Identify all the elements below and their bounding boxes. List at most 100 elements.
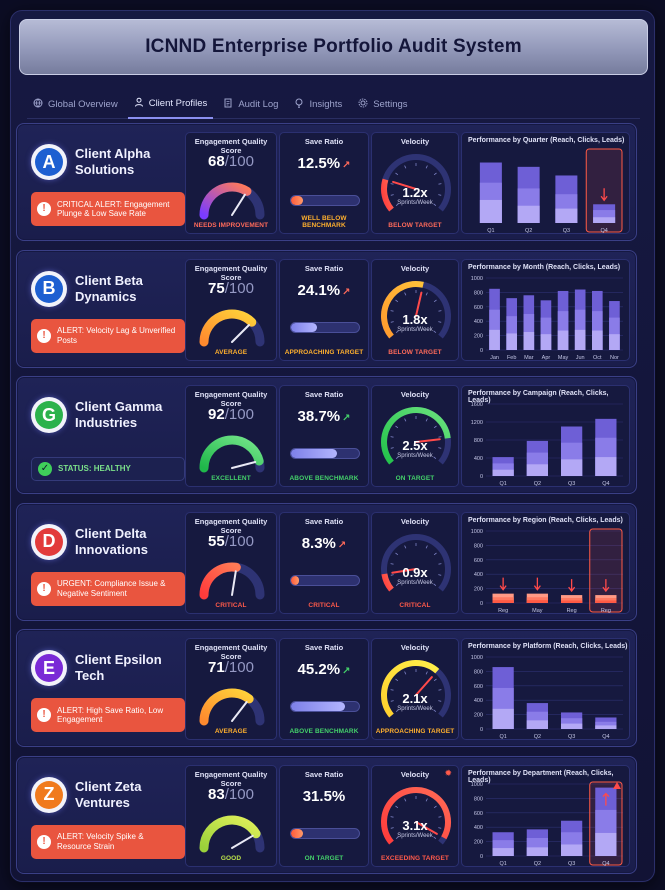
alert-banner[interactable]: ! ALERT: High Save Ratio, Low Engagement: [31, 698, 185, 732]
bar-segment: [489, 329, 500, 350]
save-ratio-bar-fill: [291, 702, 346, 711]
y-tick-label: 1000: [471, 276, 483, 282]
siren-icon: ✹: [444, 767, 452, 778]
velocity-title: Velocity: [400, 390, 430, 399]
gauge-needle: [415, 820, 438, 835]
gauge-tick: [395, 835, 399, 839]
status-badge[interactable]: ✓ STATUS: HEALTHY: [31, 457, 185, 481]
velocity-panel: Velocity 1.8x Sprints/Week BELOW TARGET: [371, 258, 459, 361]
client-logo: D: [31, 523, 67, 560]
bar-segment: [595, 457, 617, 476]
client-card[interactable]: A Client Alpha Solutions! CRITICAL ALERT: …: [16, 123, 637, 241]
tab-label: Audit Log: [238, 99, 279, 110]
client-card[interactable]: E Client Epsilon Tech! ALERT: High Save Ra…: [16, 629, 637, 747]
save-ratio-bar: [290, 448, 360, 459]
gauge-fill: [381, 280, 424, 338]
gauge-tick: [433, 172, 437, 176]
alert-banner[interactable]: ! ALERT: Velocity Lag & Unverified Posts: [31, 318, 185, 353]
gauge-tick: [390, 826, 394, 829]
performance-panel: Performance by Platform (Reach, Clicks, …: [461, 638, 630, 740]
bar-segment: [555, 208, 578, 223]
gauge-tick: [438, 194, 442, 196]
velocity-gauge: [381, 407, 451, 465]
gauge-tick: [433, 582, 437, 586]
client-identity: B Client Beta Dynamics! ALERT: Velocity La…: [27, 259, 185, 359]
gauge-needle: [231, 569, 237, 596]
client-logo-icon: Z: [35, 780, 63, 809]
client-name[interactable]: Client Zeta Ventures: [75, 778, 142, 810]
performance-chart: 1000 800 600 400 200 0 Reg May Reg Reg: [471, 528, 623, 614]
x-tick-label: Q4: [602, 481, 609, 487]
client-card[interactable]: G Client Gamma Industries ✓ STATUS: HEALTHY…: [16, 376, 637, 494]
gauge-tick: [395, 709, 399, 713]
alert-banner[interactable]: ! URGENT: Compliance Issue & Negative Sen…: [31, 571, 185, 606]
velocity-title: Velocity: [400, 516, 430, 526]
gauge-fill: [199, 182, 252, 220]
save-ratio-panel: Save Ratio 24.1% ↗ APPROACHING TARGET: [279, 258, 369, 361]
down-arrow-icon: [568, 578, 576, 592]
eqs-score: 92: [208, 406, 225, 423]
client-card[interactable]: D Client Delta Innovations ! URGENT: Compli…: [16, 502, 637, 621]
client-name[interactable]: Client Alpha Solutions: [75, 146, 151, 177]
client-card[interactable]: Z Client Zeta Ventures ! ALERT: Velocity Sp…: [16, 755, 637, 874]
down-arrow-icon: [600, 188, 608, 202]
client-card[interactable]: B Client Beta Dynamics! ALERT: Velocity La…: [16, 249, 637, 368]
x-tick-label: Q2: [534, 734, 541, 740]
velocity-value: 2.1x: [402, 691, 428, 706]
performance-panel: Performance by Campaign (Reach, Clicks, …: [461, 385, 630, 487]
bar-segment: [561, 718, 583, 729]
velocity-status: EXCEEDING TARGET: [381, 854, 449, 862]
gauge-tick: [433, 805, 437, 808]
velocity-unit: Sprints/Week: [397, 579, 433, 586]
client-identity: E Client Epsilon Tech! ALERT: High Save Ra…: [27, 638, 185, 738]
client-name[interactable]: Client Epsilon Tech: [75, 652, 162, 683]
eqs-max: /100: [224, 406, 254, 423]
performance-panel: Performance by Quarter (Reach, Clicks, L…: [461, 132, 630, 234]
client-name[interactable]: Client Delta Innovations: [75, 525, 148, 557]
velocity-title: Velocity: [400, 643, 430, 652]
y-tick-label: 0: [480, 854, 483, 860]
gauge-fill: [199, 309, 257, 346]
x-tick-label: Q1: [499, 734, 506, 740]
alert-banner[interactable]: ! ALERT: Velocity Spike & Resource Strain: [31, 824, 185, 859]
chart-title: Performance by Region (Reach, Clicks, Le…: [468, 516, 623, 524]
eqs-gauge: [199, 562, 265, 599]
bar-segment: [574, 309, 586, 350]
tab-audit-log[interactable]: Audit Log: [217, 91, 284, 119]
gauge-tick: [395, 456, 399, 460]
velocity-status: BELOW TARGET: [388, 348, 442, 356]
tab-insights[interactable]: Insights: [288, 91, 348, 119]
tab-global-overview[interactable]: Global Overview: [27, 91, 124, 119]
gauge-tick: [438, 689, 442, 691]
bar-segment: [561, 597, 583, 603]
gauge-tick: [438, 815, 442, 818]
gauge-tick: [438, 320, 442, 323]
velocity-status: CRITICAL: [399, 601, 431, 609]
document-icon: [223, 98, 233, 111]
eqs-panel: Engagement Quality Score 83/100 GOOD: [185, 764, 277, 867]
gauge-tick: [395, 582, 399, 586]
client-name[interactable]: Client Gamma Industries: [75, 399, 163, 430]
alert-banner[interactable]: ! CRITICAL ALERT: Engagement Plunge & Low…: [31, 192, 185, 226]
tab-client-profiles[interactable]: Client Profiles: [127, 91, 214, 119]
bar-segment: [489, 309, 500, 350]
save-ratio-bar: [290, 827, 360, 839]
trend-up-icon: ↗: [342, 413, 351, 424]
velocity-panel: Velocity 1.2x Sprints/Week BELOW TARGET: [371, 132, 459, 234]
gauge-tick: [438, 183, 442, 185]
x-tick-label: Q4: [602, 861, 609, 867]
y-tick-label: 800: [474, 543, 483, 549]
client-name[interactable]: Client Beta Dynamics: [75, 272, 143, 304]
bar-segment: [540, 333, 552, 350]
trend-up-icon: ↗: [342, 286, 351, 298]
bar-segment: [592, 310, 603, 350]
tab-settings[interactable]: Settings: [352, 91, 413, 119]
y-tick-label: 400: [474, 698, 483, 704]
velocity-status: APPROACHING TARGET: [375, 728, 455, 735]
client-logo-icon: G: [35, 401, 63, 429]
gauge-needle: [415, 438, 441, 443]
client-logo: Z: [31, 776, 67, 813]
bar-segment: [609, 333, 620, 350]
tab-bar: Global Overview Client Profiles Audit Log I…: [27, 91, 640, 119]
gauge-tick: [404, 418, 407, 422]
